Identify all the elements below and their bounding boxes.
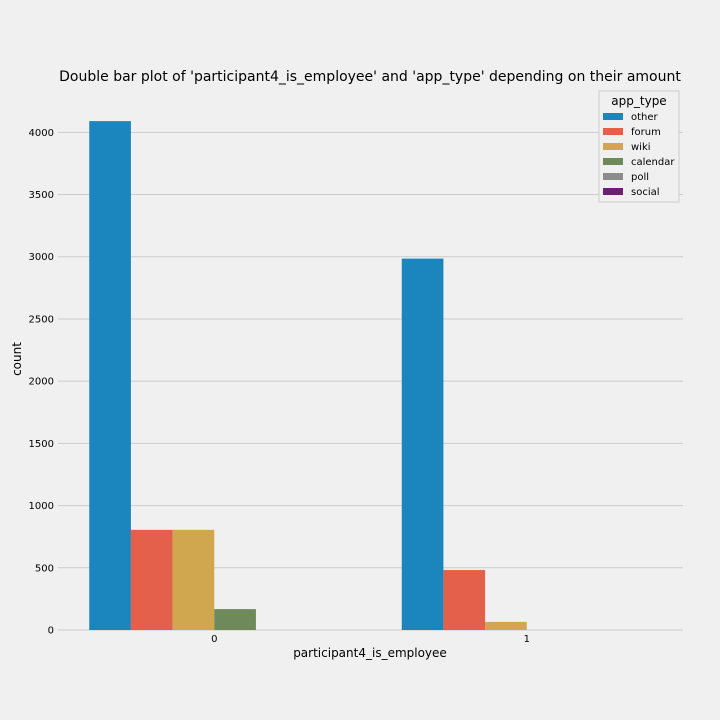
y-tick-label: 1000	[29, 501, 54, 512]
x-tick-label: 1	[524, 634, 530, 645]
bar-forum-0	[130, 529, 173, 630]
legend-items: other forum wiki calendar poll social	[603, 112, 675, 198]
y-tick-label: 3500	[29, 190, 54, 201]
legend-swatch-wiki	[603, 143, 623, 150]
y-tick-labels: 0 500 1000 1500 2000 2500 3000 3500 4000	[29, 128, 54, 637]
bar-wiki-1	[485, 621, 527, 630]
bar-forum-1	[443, 570, 486, 630]
y-axis-label: count	[10, 342, 24, 376]
y-tick-label: 4000	[29, 128, 54, 139]
legend-swatch-forum	[603, 128, 623, 135]
bar-calendar-0	[214, 609, 256, 630]
legend-swatch-other	[603, 113, 623, 120]
bar-other-1	[401, 258, 444, 630]
legend-label-social: social	[631, 187, 660, 198]
bar-wiki-0	[172, 529, 215, 630]
x-axis-label: participant4_is_employee	[293, 646, 447, 660]
chart-title: Double bar plot of 'participant4_is_empl…	[59, 69, 681, 85]
legend-label-other: other	[631, 112, 659, 123]
legend-label-calendar: calendar	[631, 157, 675, 168]
legend-label-poll: poll	[631, 172, 649, 183]
legend-swatch-calendar	[603, 158, 623, 165]
y-tick-label: 500	[35, 563, 54, 574]
y-tick-label: 2000	[29, 377, 54, 388]
legend-label-forum: forum	[631, 127, 661, 138]
legend-swatch-poll	[603, 173, 623, 180]
y-tick-label: 2500	[29, 314, 54, 325]
y-tick-label: 3000	[29, 252, 54, 263]
bar-other-0	[89, 121, 131, 631]
x-tick-label: 0	[211, 634, 217, 645]
legend-label-wiki: wiki	[631, 142, 651, 153]
legend-swatch-social	[603, 188, 623, 195]
legend: app_type other forum wiki calendar poll socia…	[598, 90, 680, 203]
y-tick-label: 0	[48, 626, 54, 637]
y-tick-label: 1500	[29, 439, 54, 450]
bars	[89, 121, 527, 631]
legend-title: app_type	[611, 94, 666, 108]
